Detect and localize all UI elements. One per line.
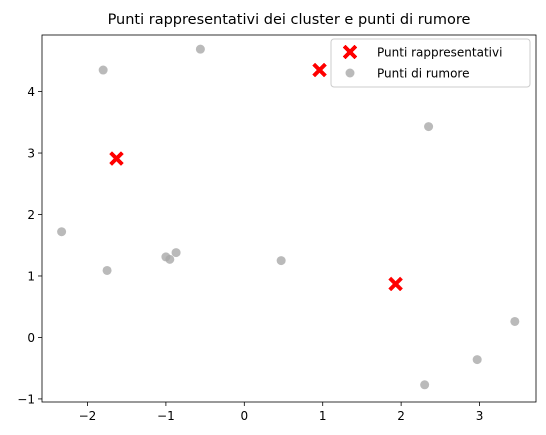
noise-point [276,256,286,266]
legend-box [330,38,531,88]
y-tick-label: −1 [17,392,35,406]
y-tick-label: 0 [27,331,35,345]
y-tick-label: 1 [27,269,35,283]
noise-point [424,122,434,132]
x-tick-label: −2 [79,409,97,423]
legend-label: Punti rappresentativi [377,46,502,60]
noise-point [420,380,430,390]
y-tick-label: 4 [27,85,35,99]
noise-point [171,248,181,258]
y-tick-label: 3 [27,147,35,161]
x-tick-label: 3 [476,409,484,423]
noise-point [472,355,482,365]
representative-point [388,276,403,292]
noise-point [102,265,112,275]
legend-label: Punti di rumore [377,67,469,81]
noise-point [195,44,205,54]
x-tick-label: 1 [319,409,327,423]
chart-title: Punti rappresentativi dei cluster e punt… [108,12,471,28]
representative-point [312,62,327,78]
legend: Punti rappresentativi Punti di rumore [330,38,531,88]
noise-point [57,227,67,237]
legend-marker-representative [342,44,358,60]
noise-point [510,316,520,326]
noise-point [98,65,108,75]
x-tick-label: −1 [157,409,175,423]
x-tick-label: 2 [397,409,405,423]
plot-area: −2 −1 0 1 2 3 −1 0 1 2 3 4 [17,34,537,423]
noise-point [165,254,175,264]
representative-point [109,151,124,166]
axes-frame [41,34,537,403]
legend-marker-noise [345,68,355,78]
x-tick-label: 0 [240,409,248,423]
y-tick-label: 2 [27,208,35,222]
